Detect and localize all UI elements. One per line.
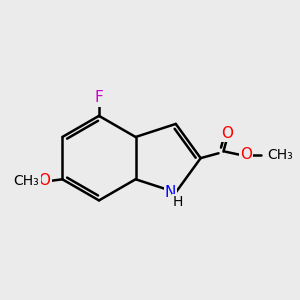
Text: N: N — [164, 185, 176, 200]
Text: CH₃: CH₃ — [14, 174, 39, 188]
Text: O: O — [221, 126, 233, 141]
Text: H: H — [172, 195, 183, 209]
Text: CH₃: CH₃ — [267, 148, 293, 162]
Text: O: O — [240, 147, 252, 162]
Text: F: F — [94, 91, 103, 106]
Text: O: O — [38, 173, 50, 188]
